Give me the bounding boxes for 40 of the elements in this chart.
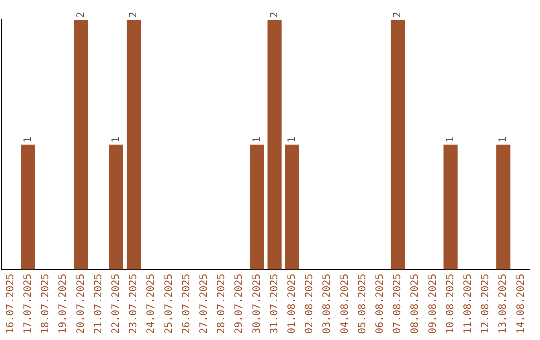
- x-tick-label: 14.08.2025: [516, 274, 527, 334]
- x-tick-label: 01.08.2025: [286, 274, 298, 334]
- x-tick-label: 29.07.2025: [234, 274, 246, 334]
- x-tick-label: 13.08.2025: [498, 274, 510, 334]
- x-tick-label: 23.07.2025: [128, 274, 140, 334]
- data-label: 1: [286, 136, 298, 143]
- x-tick-label: 06.08.2025: [374, 274, 386, 334]
- x-tick-label: 24.07.2025: [146, 274, 158, 334]
- x-tick-label: 27.07.2025: [198, 274, 210, 334]
- data-label: 2: [128, 12, 140, 18]
- x-tick-label: 18.07.2025: [40, 274, 52, 334]
- x-tick-label: 04.08.2025: [340, 274, 351, 334]
- data-label: 2: [392, 12, 404, 18]
- x-tick-label: 31.07.2025: [269, 274, 280, 334]
- x-tick-label: 28.07.2025: [216, 274, 228, 334]
- x-tick-label: 10.08.2025: [445, 274, 456, 334]
- x-tick-label: 19.07.2025: [58, 274, 70, 334]
- x-tick-label: 21.07.2025: [93, 274, 104, 334]
- data-label: 1: [445, 136, 456, 143]
- data-label: 2: [269, 12, 280, 18]
- x-tick-label: 09.08.2025: [428, 274, 439, 334]
- x-tick-label: 26.07.2025: [181, 274, 192, 334]
- x-tick-label: 16.07.2025: [5, 274, 16, 334]
- data-label: 1: [110, 136, 122, 143]
- data-label: 1: [498, 136, 510, 143]
- x-tick-label: 25.07.2025: [164, 274, 175, 334]
- x-tick-label: 11.08.2025: [462, 274, 474, 334]
- x-tick-label: 05.08.2025: [357, 274, 368, 334]
- data-label: 1: [252, 136, 263, 143]
- x-tick-label: 30.07.2025: [252, 274, 263, 334]
- x-tick-label: 20.07.2025: [76, 274, 87, 334]
- x-tick-label: 22.07.2025: [110, 274, 122, 334]
- data-label: 1: [22, 136, 34, 143]
- x-tick-label: 08.08.2025: [410, 274, 422, 334]
- x-tick-label: 12.08.2025: [480, 274, 492, 334]
- x-tick-label: 02.08.2025: [304, 274, 316, 334]
- data-label: 2: [76, 12, 87, 18]
- x-tick-label: 17.07.2025: [22, 274, 34, 334]
- x-tick-label: 07.08.2025: [392, 274, 404, 334]
- x-tick-label: 03.08.2025: [322, 274, 334, 334]
